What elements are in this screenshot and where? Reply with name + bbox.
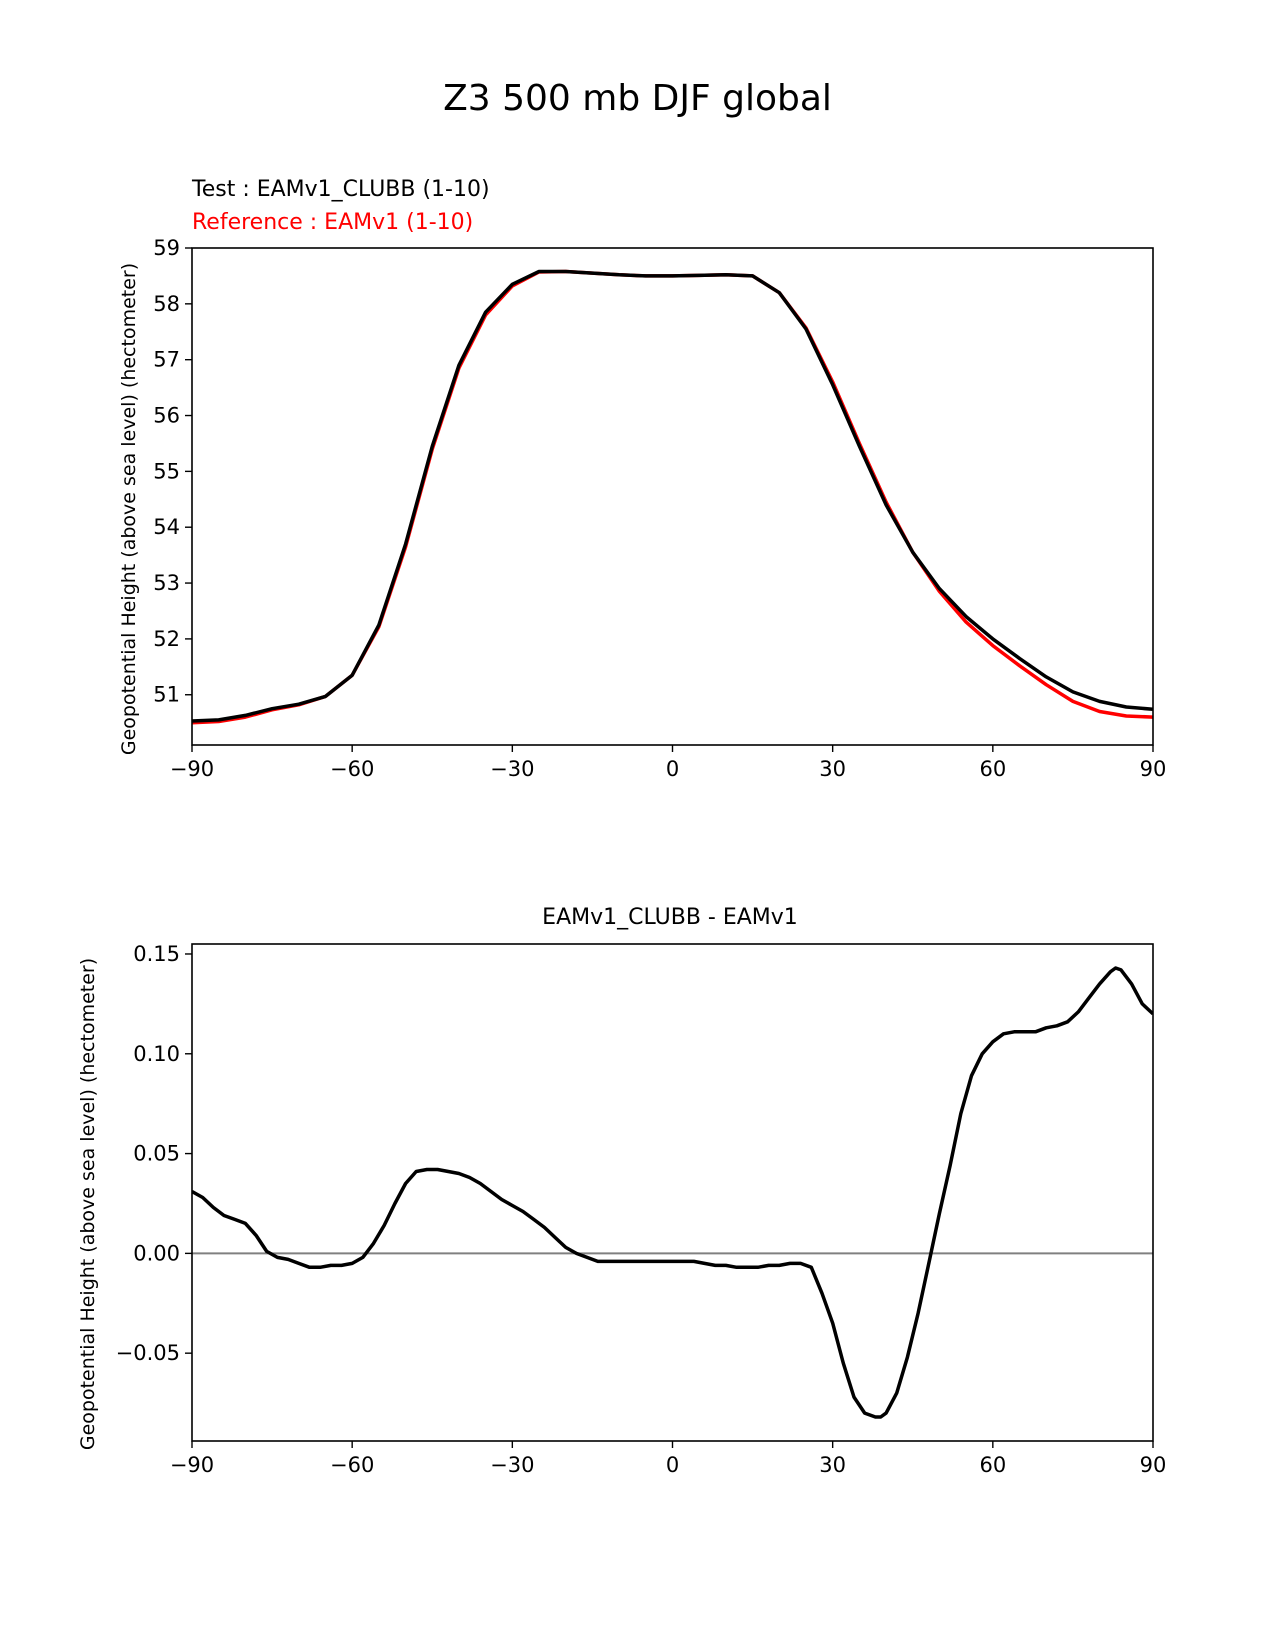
top-axes-frame — [191, 247, 1154, 746]
top-y-tick-label: 57 — [153, 348, 180, 372]
bottom-x-tick-label: −30 — [490, 1453, 534, 1477]
bottom-x-tick-label: −60 — [330, 1453, 374, 1477]
bottom-y-tick-label: 0.15 — [133, 942, 180, 966]
bottom-y-tick-label: 0.10 — [133, 1042, 180, 1066]
legend-reference-label: Reference : EAMv1 (1-10) — [192, 210, 473, 235]
top-x-tick-label: −90 — [170, 757, 214, 781]
top-y-tick-label: 56 — [153, 404, 180, 428]
top-y-tick-label: 59 — [153, 236, 180, 260]
top-x-tick-label: 30 — [819, 757, 846, 781]
top-y-tick-label: 58 — [153, 292, 180, 316]
top-y-tick-label: 52 — [153, 627, 180, 651]
top-y-tick-label: 54 — [153, 515, 180, 539]
bottom-series-line-0 — [192, 966, 1153, 1419]
top-x-tick-label: 0 — [666, 757, 679, 781]
top-y-tick-label: 55 — [153, 459, 180, 483]
difference-panel-title: EAMv1_CLUBB - EAMv1 — [542, 905, 798, 930]
legend-test-label: Test : EAMv1_CLUBB (1-10) — [191, 177, 490, 202]
top-x-tick-label: −60 — [330, 757, 374, 781]
top-y-axis-label: Geopotential Height (above sea level) (h… — [118, 263, 140, 755]
top-x-tick-label: 90 — [1140, 757, 1167, 781]
top-x-tick-label: 60 — [979, 757, 1006, 781]
bottom-axes-frame — [191, 943, 1154, 1442]
bottom-x-tick-label: 90 — [1140, 1453, 1167, 1477]
top-series-line-1 — [192, 269, 1153, 725]
bottom-x-tick-label: −90 — [170, 1453, 214, 1477]
top-series-line-0 — [192, 269, 1153, 723]
difference-panel: EAMv1_CLUBB - EAMv1 Geopotential Height … — [77, 905, 1166, 1477]
figure-title: Z3 500 mb DJF global — [443, 78, 832, 119]
bottom-y-tick-label: 0.05 — [133, 1142, 180, 1166]
bottom-y-tick-label: 0.00 — [133, 1241, 180, 1265]
bottom-y-axis-label: Geopotential Height (above sea level) (h… — [77, 958, 99, 1450]
bottom-x-tick-label: 0 — [666, 1453, 679, 1477]
bottom-x-tick-label: 30 — [819, 1453, 846, 1477]
bottom-y-tick-label: −0.05 — [116, 1341, 180, 1365]
top-y-tick-label: 51 — [153, 683, 180, 707]
absolute-values-panel: Test : EAMv1_CLUBB (1-10) Reference : EA… — [118, 177, 1166, 781]
bottom-x-tick-label: 60 — [979, 1453, 1006, 1477]
top-x-tick-label: −30 — [490, 757, 534, 781]
top-y-tick-label: 53 — [153, 571, 180, 595]
